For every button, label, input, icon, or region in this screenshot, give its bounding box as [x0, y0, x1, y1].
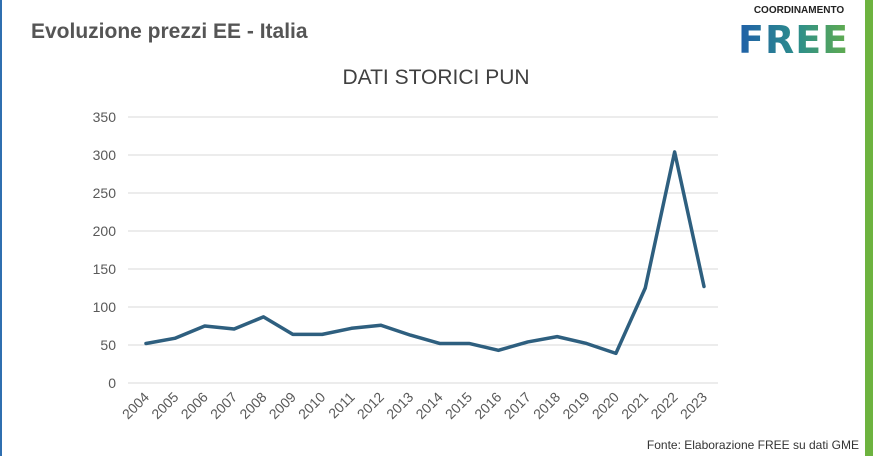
data-point — [291, 332, 295, 336]
data-point — [614, 351, 618, 355]
y-tick-label: 350 — [93, 109, 117, 125]
data-point — [203, 324, 207, 328]
x-tick-label: 2019 — [559, 389, 592, 422]
x-tick-label: 2007 — [207, 389, 240, 422]
data-point — [467, 341, 471, 345]
x-tick-label: 2006 — [178, 389, 211, 422]
data-point — [702, 284, 706, 288]
y-tick-label: 0 — [108, 375, 116, 391]
data-point — [496, 348, 500, 352]
x-tick-label: 2016 — [471, 389, 504, 422]
chart-title: DATI STORICI PUN — [342, 66, 530, 89]
y-tick-label: 150 — [93, 261, 117, 277]
data-point — [643, 286, 647, 290]
y-tick-label: 100 — [93, 299, 117, 315]
x-tick-label: 2008 — [236, 389, 269, 422]
data-point — [408, 333, 412, 337]
x-tick-label: 2015 — [442, 389, 475, 422]
data-point — [232, 327, 236, 331]
x-tick-label: 2023 — [677, 389, 710, 422]
y-tick-label: 300 — [93, 147, 117, 163]
x-tick-label: 2018 — [530, 389, 563, 422]
y-tick-label: 200 — [93, 223, 117, 239]
source-note: Fonte: Elaborazione FREE su dati GME — [646, 438, 859, 452]
x-tick-label: 2017 — [501, 389, 534, 422]
logo-wordmark: FREE — [738, 19, 860, 61]
data-point — [379, 323, 383, 327]
data-point — [585, 341, 589, 345]
x-tick-label: 2005 — [148, 389, 181, 422]
left-border — [0, 0, 2, 456]
x-tick-label: 2009 — [266, 389, 299, 422]
x-tick-label: 2012 — [354, 389, 387, 422]
x-tick-label: 2004 — [119, 389, 152, 422]
data-point — [673, 150, 677, 154]
data-point — [320, 332, 324, 336]
y-tick-label: 250 — [93, 185, 117, 201]
data-point — [526, 340, 530, 344]
page-title: Evoluzione prezzi EE - Italia — [31, 20, 308, 43]
x-tick-label: 2021 — [618, 389, 651, 422]
x-tick-label: 2020 — [589, 389, 622, 422]
data-point — [350, 326, 354, 330]
data-point — [438, 341, 442, 345]
x-tick-label: 2022 — [647, 389, 680, 422]
x-tick-label: 2010 — [295, 389, 328, 422]
logo-subtitle: COORDINAMENTO — [753, 5, 845, 16]
data-point — [173, 336, 177, 340]
right-accent-bar — [865, 0, 873, 456]
x-tick-label: 2011 — [325, 389, 358, 422]
logo: COORDINAMENTO FREE — [738, 4, 860, 61]
data-point — [144, 341, 148, 345]
data-point — [555, 335, 559, 339]
x-tick-label: 2014 — [412, 389, 445, 422]
x-tick-label: 2013 — [383, 389, 416, 422]
data-point — [261, 315, 265, 319]
y-tick-label: 50 — [100, 337, 116, 353]
series-line-pun — [144, 150, 706, 356]
